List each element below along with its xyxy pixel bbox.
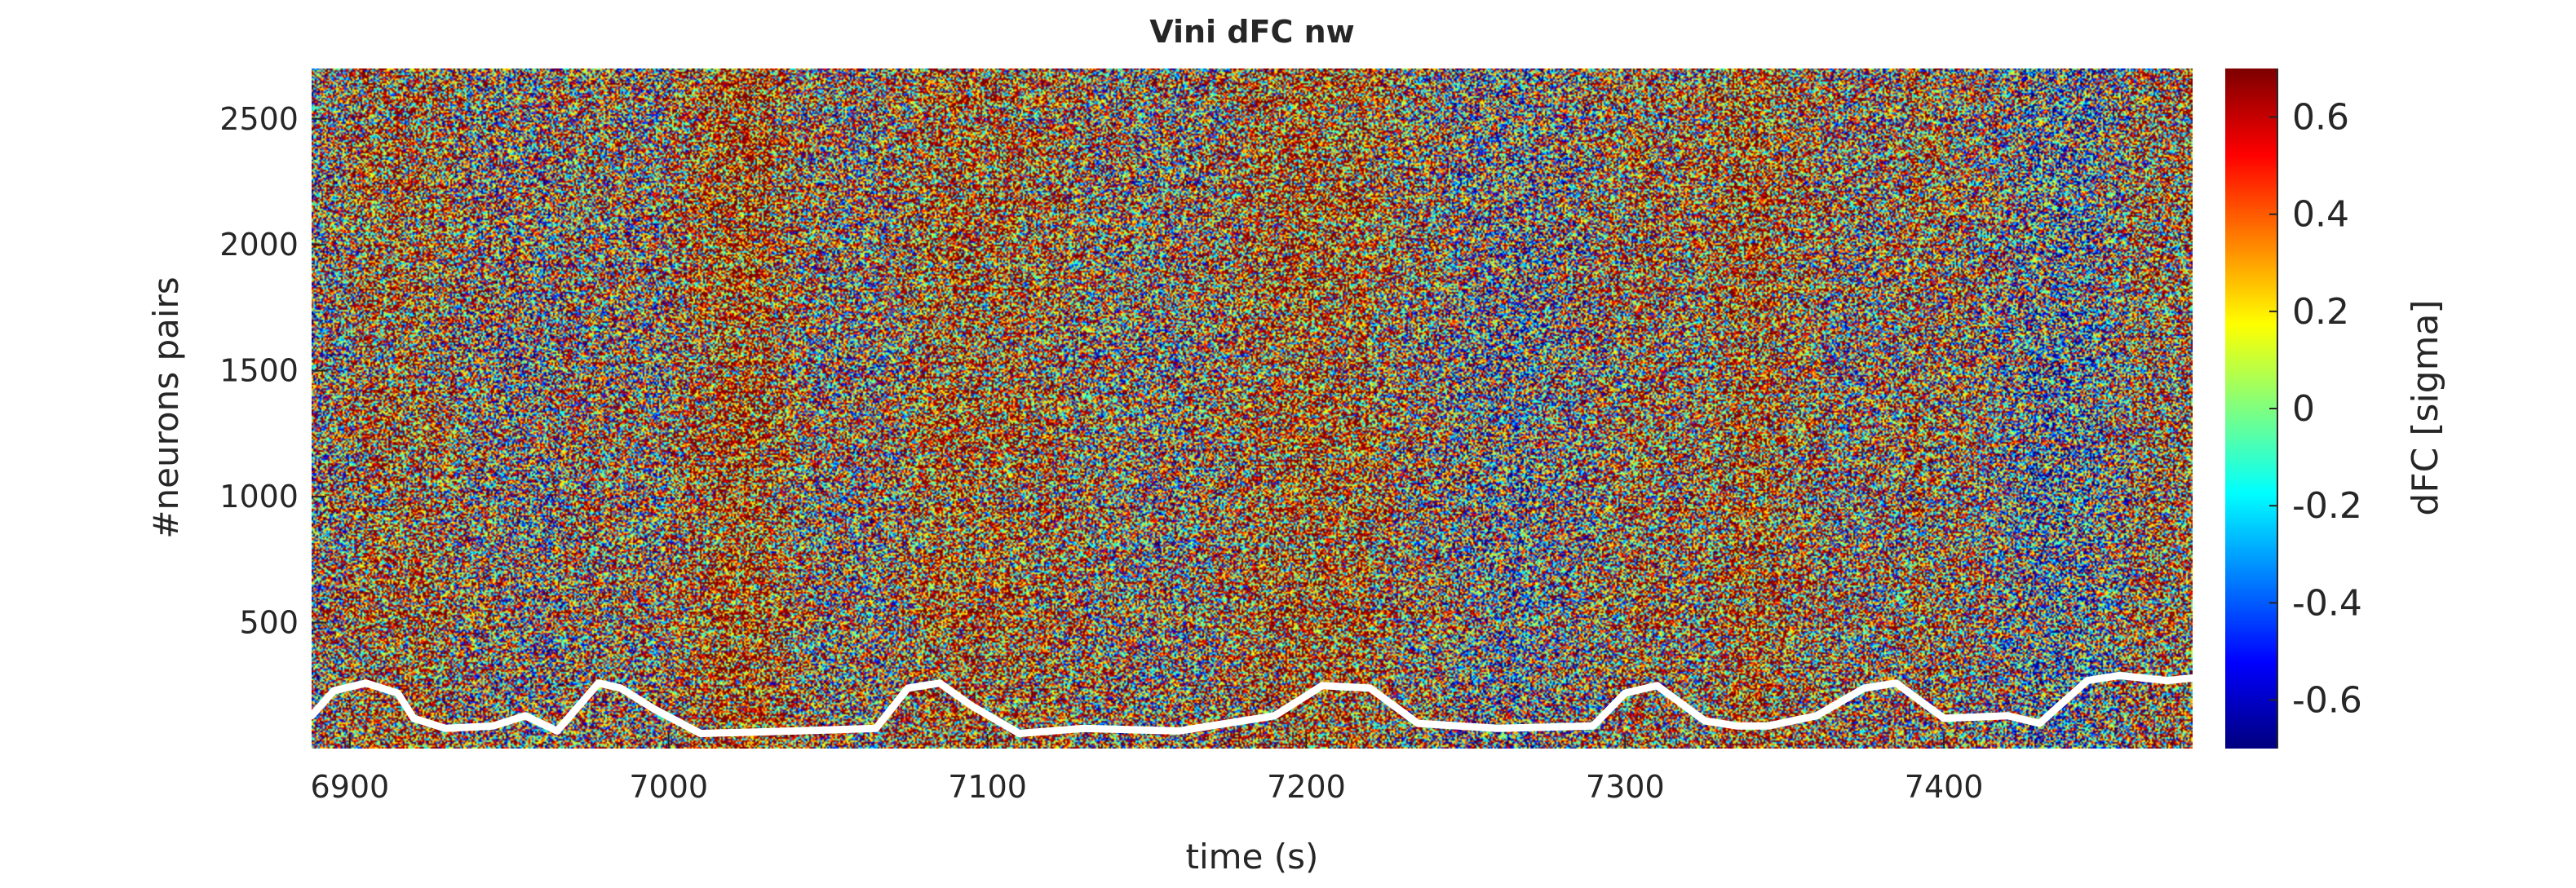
y-tick-label: 1500 — [219, 353, 299, 389]
x-tick-label: 6900 — [311, 769, 390, 805]
y-axis: 500 1000 1500 2000 2500 — [219, 101, 326, 641]
x-tick-label: 7100 — [948, 769, 1027, 805]
colorbar-tick-label: 0.4 — [2292, 194, 2349, 236]
x-tick-label: 7000 — [629, 769, 708, 805]
colorbar-tick-label: -0.4 — [2292, 582, 2362, 624]
y-axis-label: #neurons pairs — [146, 276, 186, 538]
colorbar-tick-label: 0.6 — [2292, 97, 2349, 139]
heatmap-plot-area — [308, 68, 2197, 749]
x-tick-label: 7200 — [1267, 769, 1346, 805]
colorbar-tick-label: -0.2 — [2292, 485, 2362, 527]
colorbar-ticks: -0.6 -0.4 -0.2 0 0.2 0.4 0.6 — [2269, 68, 2362, 749]
overlay-trace-line — [308, 671, 2197, 737]
colorbar: -0.6 -0.4 -0.2 0 0.2 0.4 0.6 dFC [sigma] — [2225, 68, 2446, 749]
colorbar-tick-label: -0.6 — [2292, 679, 2362, 721]
colorbar-tick-label: 0 — [2292, 388, 2315, 430]
y-tick-label: 2000 — [219, 227, 299, 263]
y-tick-label: 2500 — [219, 101, 299, 137]
colorbar-gradient — [2225, 68, 2277, 749]
x-axis: 6900 7000 7100 7200 7300 7400 — [311, 734, 1984, 805]
colorbar-label: dFC [sigma] — [2405, 299, 2446, 515]
heatmap-cells — [312, 68, 2193, 749]
y-tick-label: 1000 — [219, 479, 299, 515]
x-tick-label: 7300 — [1586, 769, 1665, 805]
chart-title: Vini dFC nw — [1149, 14, 1355, 50]
x-axis-label: time (s) — [1186, 837, 1319, 877]
y-tick-label: 500 — [239, 605, 299, 641]
colorbar-tick-label: 0.2 — [2292, 291, 2349, 333]
x-tick-label: 7400 — [1905, 769, 1984, 805]
